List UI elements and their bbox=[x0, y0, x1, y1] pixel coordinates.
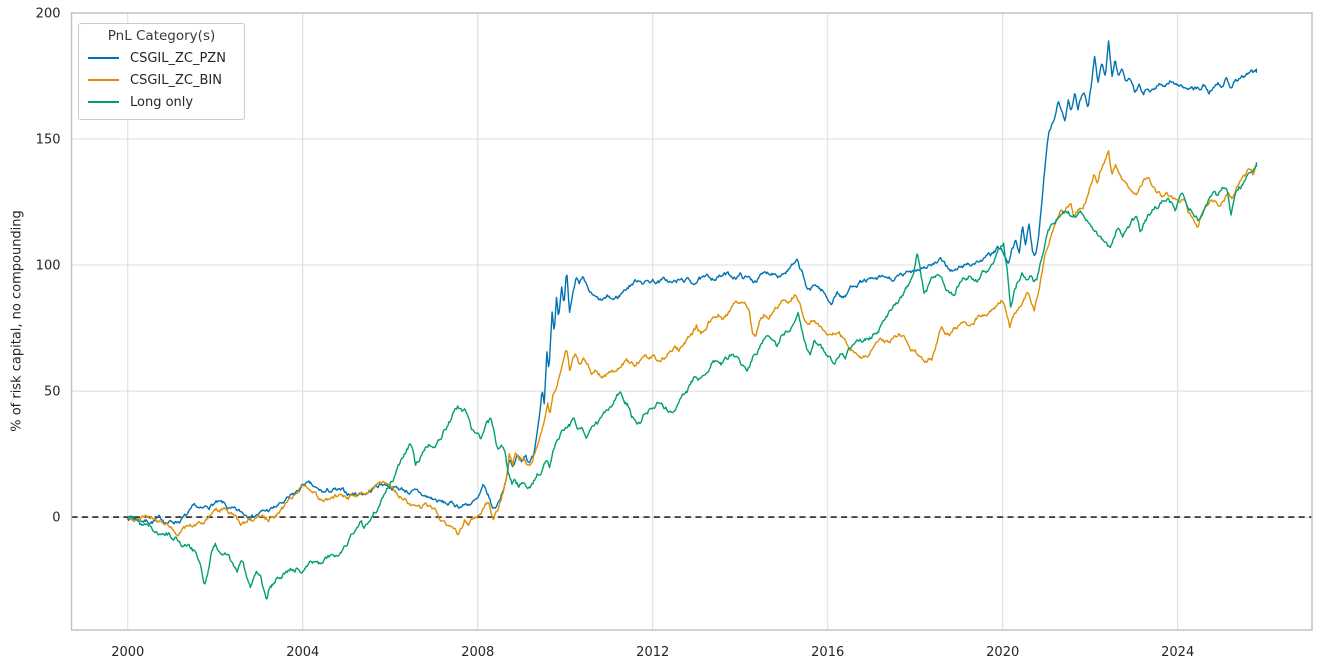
y-tick-label: 50 bbox=[44, 385, 61, 400]
legend-item: CSGIL_ZC_BIN bbox=[88, 69, 235, 91]
legend: PnL Category(s) CSGIL_ZC_PZN CSGIL_ZC_BIN… bbox=[78, 23, 245, 120]
y-tick-label: 0 bbox=[52, 511, 60, 526]
legend-swatch-CSGIL_ZC_PZN bbox=[88, 57, 119, 59]
y-tick-label: 200 bbox=[36, 7, 61, 22]
x-tick-label: 2012 bbox=[636, 645, 669, 660]
legend-item: CSGIL_ZC_PZN bbox=[88, 47, 235, 69]
plot-frame bbox=[70, 12, 1313, 631]
x-tick-label: 2004 bbox=[286, 645, 319, 660]
x-tick-label: 2000 bbox=[111, 645, 144, 660]
series-line-CSGIL_ZC_BIN bbox=[127, 150, 1258, 537]
x-tick-label: 2008 bbox=[461, 645, 494, 660]
legend-title: PnL Category(s) bbox=[107, 28, 216, 44]
legend-swatch-CSGIL_ZC_BIN bbox=[88, 79, 119, 81]
legend-swatch-Long-only bbox=[88, 101, 119, 103]
series-line-Long-only bbox=[127, 162, 1258, 600]
x-tick-label: 2016 bbox=[811, 645, 844, 660]
y-tick-label: 100 bbox=[36, 259, 61, 274]
y-tick-label: 150 bbox=[36, 133, 61, 148]
x-tick-label: 2024 bbox=[1161, 645, 1194, 660]
y-axis-label: % of risk capital, no compounding bbox=[9, 210, 25, 432]
legend-items: CSGIL_ZC_PZN CSGIL_ZC_BIN Long only bbox=[88, 47, 235, 113]
series-line-CSGIL_ZC_PZN bbox=[127, 40, 1258, 525]
legend-label: Long only bbox=[130, 94, 194, 110]
legend-label: CSGIL_ZC_PZN bbox=[130, 50, 226, 66]
legend-item: Long only bbox=[88, 91, 235, 113]
legend-label: CSGIL_ZC_BIN bbox=[130, 72, 222, 88]
x-tick-label: 2020 bbox=[986, 645, 1019, 660]
